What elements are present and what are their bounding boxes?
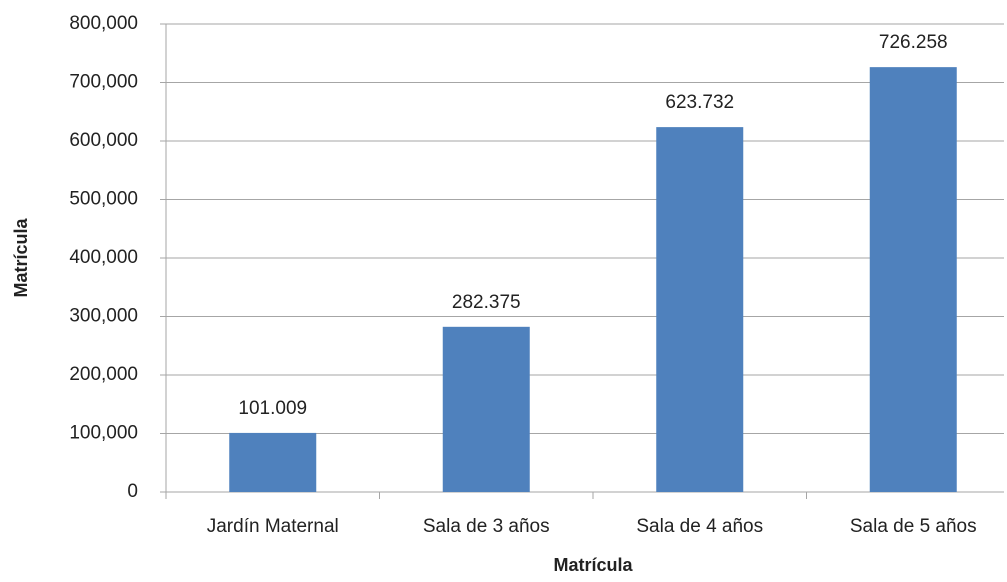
value-label: 101.009 [238, 398, 307, 419]
value-label: 726.258 [879, 32, 948, 53]
y-tick-label: 300,000 [69, 306, 138, 327]
bar [656, 127, 744, 492]
x-tick-label: Jardín Maternal [207, 516, 339, 537]
bar [229, 432, 317, 492]
x-axis-title: Matrícula [553, 555, 633, 575]
y-tick-label: 100,000 [69, 423, 138, 444]
y-tick-label: 700,000 [69, 72, 138, 93]
value-label: 282.375 [452, 292, 521, 313]
y-axis-title: Matrícula [11, 218, 31, 298]
value-label: 623.732 [665, 92, 734, 113]
bar [869, 67, 957, 492]
y-tick-label: 200,000 [69, 364, 138, 385]
x-tick-label: Sala de 3 años [423, 516, 550, 537]
y-tick-label: 600,000 [69, 130, 138, 151]
y-tick-label: 500,000 [69, 189, 138, 210]
x-tick-label: Sala de 4 años [636, 516, 763, 537]
bar [442, 326, 530, 492]
y-tick-label: 800,000 [69, 13, 138, 34]
y-tick-label: 0 [127, 481, 138, 502]
x-tick-label: Sala de 5 años [850, 516, 977, 537]
y-tick-label: 400,000 [69, 247, 138, 268]
